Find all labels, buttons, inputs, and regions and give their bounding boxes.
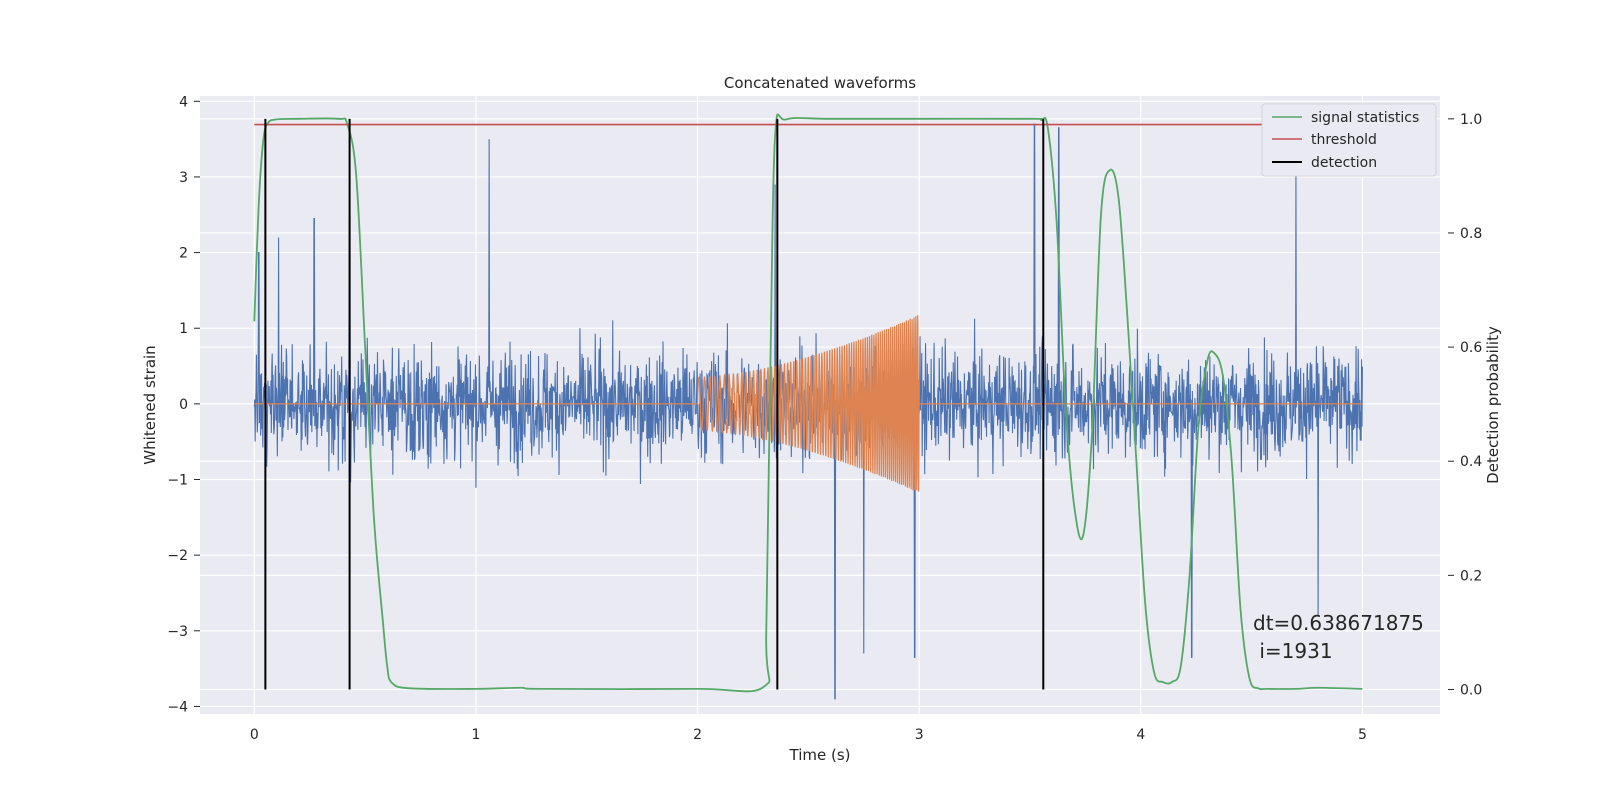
y-axis-label: Whitened strain [141,345,159,464]
y-tick-label: −1 [167,473,188,489]
tick-labels: 0 1 2 3 4 5 −4 −3 −2 −1 0 1 2 3 4 0.0 0.2 0.4 0.6 0.8 1.0 [167,94,1482,743]
y-tick-label: −2 [167,548,188,564]
stats-annotation: dt=0.638671875 i=1931 [1253,611,1424,663]
x-axis-label: Time (s) [789,746,851,764]
y-tick-label: 1 [179,321,188,337]
annotation-line-i: i=1931 [1253,639,1333,663]
legend-box [1261,103,1437,177]
annotation-line-dt: dt=0.638671875 [1253,611,1424,635]
chart-title: Concatenated waveforms [724,74,916,92]
y2-tick-label: 0.2 [1460,568,1482,584]
noise-series-line [253,123,1363,700]
legend-label-threshold: threshold [1311,132,1377,148]
x-tick-label: 3 [915,727,924,743]
y2-tick-label: 1.0 [1460,112,1482,128]
y-tick-label: 4 [179,94,188,110]
x-tick-label: 2 [693,727,702,743]
y-tick-label: 2 [179,246,188,262]
y2-tick-label: 0.8 [1460,226,1482,242]
y2-axis-label: Detection probability [1484,326,1502,484]
legend-label-signal-statistics: signal statistics [1311,110,1419,126]
x-tick-label: 0 [250,727,259,743]
y-tick-label: 0 [179,397,188,413]
y-tick-label: 3 [179,170,188,186]
x-tick-label: 1 [471,727,480,743]
injection-series-line [254,315,1363,492]
x-tick-label: 4 [1136,727,1145,743]
signal-statistics-line [253,113,1363,693]
x-tick-label: 5 [1358,727,1367,743]
y-tick-label: −4 [167,699,188,715]
legend: signal statistics threshold detection [1261,103,1437,177]
series-layer [253,113,1363,700]
legend-label-detection: detection [1311,155,1377,171]
y2-tick-label: 0.6 [1460,340,1482,356]
y-tick-label: −3 [167,624,188,640]
y2-tick-label: 0.4 [1460,454,1482,470]
y2-tick-label: 0.0 [1460,682,1482,698]
